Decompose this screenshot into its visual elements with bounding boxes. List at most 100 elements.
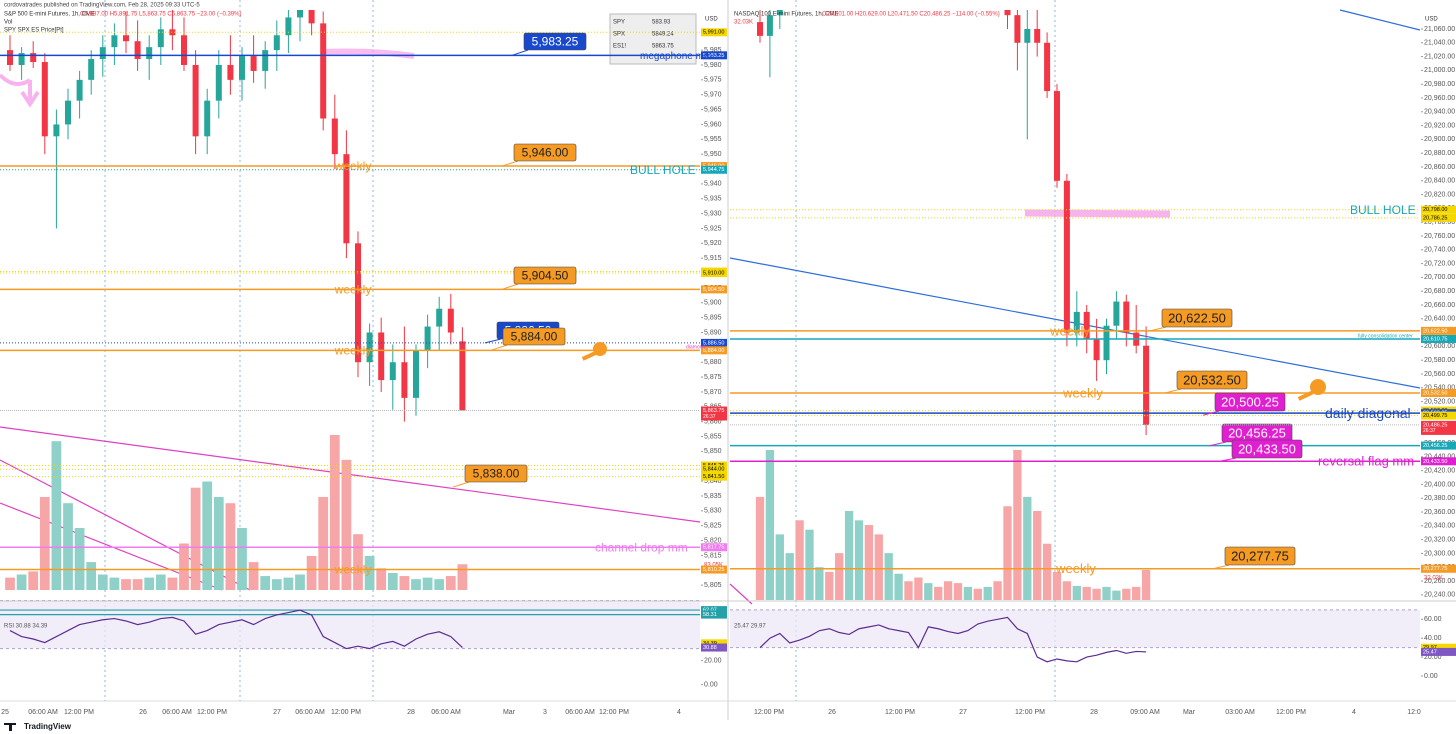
callout-label: 5,884.00: [511, 330, 558, 344]
volume-bar: [376, 568, 387, 590]
volume-bar: [1003, 506, 1012, 600]
candle-body: [776, 10, 783, 16]
y-tick-label: 20,600.00: [1424, 343, 1455, 350]
volume-bar: [341, 459, 352, 590]
y-tick-label: 20,420.00: [1424, 467, 1455, 474]
y-tick-label: 5,855: [704, 433, 722, 440]
volume-bar: [1082, 586, 1091, 600]
y-tick-label: 5,950: [704, 151, 722, 158]
axis-badge: [701, 472, 727, 481]
level-text: BULL HOLE: [1350, 203, 1416, 217]
volume-bar: [74, 528, 85, 590]
volume-bar: [364, 555, 375, 590]
candle-body: [413, 350, 419, 398]
volume-bar: [353, 534, 363, 590]
y-tick-label: 20,820.00: [1424, 191, 1455, 198]
callout-pointer: [490, 344, 508, 351]
candle-body: [389, 362, 396, 381]
candle-body: [1034, 28, 1041, 43]
volume-bar: [51, 441, 62, 590]
level-text: weekly: [1062, 385, 1103, 400]
rsi-label: 25.47 29.97: [734, 624, 766, 630]
axis-badge-label: 5,904.50: [703, 287, 724, 293]
x-tick-label: 12:0: [1407, 709, 1421, 716]
volume-bar: [28, 571, 39, 590]
chart-layer: S&P 500 E-mini Futures, 1h, CMEO5,887.00…: [0, 10, 1456, 716]
volume-bar: [924, 583, 933, 600]
volume-bar: [260, 576, 271, 590]
volume-bar: [1023, 496, 1032, 600]
y-tick-label: 20,560.00: [1424, 371, 1455, 378]
y-tick-label: 20,340.00: [1424, 523, 1455, 530]
axis-badge-label: 20,532.50: [1423, 390, 1447, 396]
candle-body: [99, 47, 106, 60]
current-price-label: 5,863.75: [703, 408, 724, 414]
x-tick-label: 26: [828, 709, 836, 716]
y-tick-label: 20,660.00: [1424, 302, 1455, 309]
y-tick-label: 5,830: [704, 508, 722, 515]
y-tick-label: 5,870: [704, 389, 722, 396]
candle-body: [1123, 301, 1130, 333]
axis-badge: [1421, 213, 1456, 222]
axis-badge-label: 5,910.00: [703, 271, 724, 277]
volume-bar: [179, 543, 189, 590]
candle-body: [134, 41, 141, 60]
volume-bar: [943, 581, 953, 600]
callout-badge: [1161, 308, 1233, 328]
callout-badge: [502, 327, 566, 346]
y-tick-label: 20,540.00: [1424, 385, 1455, 392]
plot-area: [755, 10, 1151, 600]
axis-badge: [1421, 441, 1456, 450]
axis-badge-label: 20,610.75: [1423, 336, 1447, 342]
volume-bar: [155, 574, 166, 590]
callout-pointer: [511, 49, 529, 56]
y-tick-label: 5,925: [704, 225, 722, 232]
volume-bar: [39, 497, 50, 590]
axis-badge: [701, 543, 727, 552]
y-tick-label: 20,400.00: [1424, 481, 1455, 488]
candle-body: [297, 10, 303, 18]
candle-body: [227, 64, 234, 80]
volume-bar: [894, 573, 903, 600]
candle-body: [204, 100, 211, 137]
level-text: weekly: [1055, 561, 1096, 576]
axis-badge-label: 5,817.75: [703, 545, 724, 551]
candle-body: [1014, 15, 1021, 43]
candle-body: [53, 124, 60, 137]
volume-bar: [237, 528, 247, 590]
axis-badge-label: 5,810.25: [703, 567, 724, 573]
level-text: reversal flag mm: [1318, 454, 1414, 469]
ohlc-text: O20,601.00 H20,629.00 L20,471.50 C20,486…: [822, 12, 1000, 18]
volume-bar: [864, 525, 874, 600]
volume-bar: [973, 588, 982, 600]
callout-pointer: [1209, 441, 1227, 447]
y-tick-label: 5,835: [704, 493, 722, 500]
candle-body: [239, 56, 245, 80]
rsi-band: [0, 600, 700, 649]
y-tick-label: 5,915: [704, 255, 722, 262]
y-tick-label: 20,300.00: [1424, 550, 1455, 557]
y-tick-label: 5,900: [704, 300, 722, 307]
volume-bar: [795, 520, 804, 600]
y-tick-label: 20,720.00: [1424, 260, 1455, 267]
y-tick-label: 5,960: [704, 121, 722, 128]
candle-body: [1143, 345, 1150, 425]
indicator-label: 32.03K: [734, 20, 753, 26]
level-text: weekly: [334, 563, 372, 577]
volume-bar: [97, 574, 108, 590]
volume-bar: [457, 564, 468, 590]
y-tick-label: 20,840.00: [1424, 178, 1455, 185]
candle-body: [447, 308, 454, 333]
currency: USD: [1425, 17, 1438, 23]
x-tick-label: 12:00 PM: [885, 709, 915, 716]
volume-bar: [190, 487, 201, 590]
callout-label: 20,532.50: [1183, 372, 1241, 387]
volume-bar: [1042, 543, 1052, 600]
axis-badge-label: 20,622.50: [1423, 328, 1447, 334]
candle-body: [366, 332, 373, 363]
axis-badge: [701, 285, 727, 294]
level-text: weekly: [334, 343, 372, 357]
callout-pointer: [484, 338, 502, 344]
candle-body: [1024, 28, 1031, 43]
axis-badge-label: 5,884.00: [703, 348, 724, 354]
